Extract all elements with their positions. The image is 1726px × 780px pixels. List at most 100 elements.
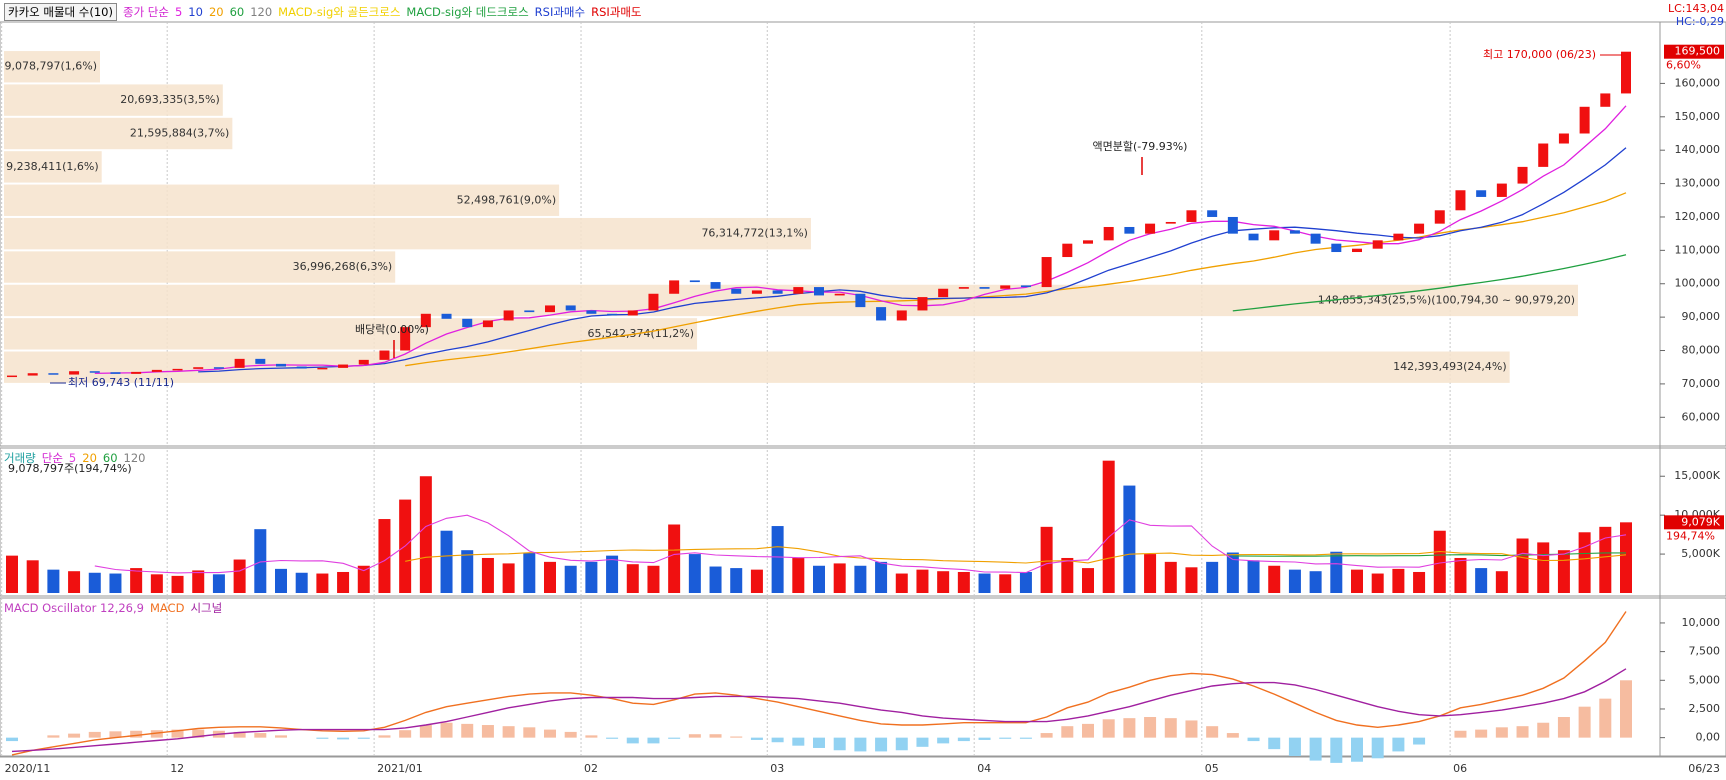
candle (482, 320, 493, 328)
volume-bar (626, 564, 639, 593)
oscillator-bar (440, 722, 453, 738)
oscillator-bar (378, 735, 391, 738)
legend-label: 종가 단순 (122, 5, 169, 19)
volume-bar (1102, 460, 1115, 593)
volume-bar (978, 573, 991, 593)
oscillator-bar (1185, 720, 1198, 738)
change-label: 6,60% (1666, 59, 1701, 72)
y-tick-label: 100,000 (1675, 277, 1721, 290)
oscillator-bar (1268, 737, 1281, 750)
candle (172, 368, 183, 371)
volume-bar (833, 563, 846, 593)
oscillator-bar (399, 730, 412, 738)
candle (1372, 240, 1383, 249)
oscillator-bar (1578, 706, 1591, 738)
y-tick-label: 2,500 (1689, 702, 1721, 715)
candle (151, 369, 162, 372)
volume-ma (94, 514, 1627, 574)
volume-bar (212, 574, 225, 593)
oscillator-bar (1475, 729, 1488, 738)
y-tick-label: 140,000 (1675, 143, 1721, 156)
oscillator-bar (626, 737, 639, 744)
volume-bar (502, 563, 515, 593)
volume-bar (916, 569, 929, 593)
candle (896, 310, 907, 321)
volume-bar (750, 569, 763, 593)
oscillator-bar (502, 726, 515, 738)
candle (751, 290, 762, 294)
oscillator-bar (585, 735, 598, 738)
oscillator-bar (999, 737, 1012, 739)
candle (1186, 210, 1197, 222)
moving-average (405, 192, 1627, 367)
volume-bar (854, 565, 867, 593)
oscillator-bar (357, 737, 370, 739)
lc-label: LC:143,04 (1668, 2, 1724, 15)
x-tick-label: 03 (770, 762, 784, 775)
y-tick-label: 60,000 (1682, 410, 1721, 423)
oscillator-bar (130, 730, 143, 738)
volume-bar (337, 571, 350, 593)
candle (834, 293, 845, 296)
profile-bar (4, 51, 100, 83)
oscillator-bar (68, 733, 81, 738)
profile-bar (4, 351, 1510, 383)
candle (938, 288, 949, 298)
oscillator-bar (1102, 719, 1115, 738)
volume-bar (1185, 567, 1198, 593)
oscillator-bar (1123, 718, 1136, 738)
oscillator-bar (854, 737, 867, 752)
hc-label: HC:-0,29 (1676, 15, 1724, 28)
oscillator-bar (1413, 737, 1426, 745)
candle (296, 366, 307, 369)
oscillator-bar (647, 737, 660, 744)
y-tick-label: 120,000 (1675, 210, 1721, 223)
legend-entry: 20 (208, 5, 224, 19)
volume-bar (1144, 554, 1157, 593)
legend-entry: 5 (174, 5, 183, 19)
candle (524, 310, 535, 313)
profile-label: 142,393,493(24,4%) (1393, 360, 1507, 373)
candle (462, 318, 473, 328)
candle (131, 371, 142, 374)
candle (1165, 221, 1176, 224)
volume-bar (544, 561, 556, 593)
volume-bar (1019, 571, 1032, 593)
oscillator-bar (419, 725, 432, 738)
volume-bar (88, 572, 101, 593)
candle (545, 305, 555, 313)
oscillator-bar (875, 737, 888, 752)
marks: 60,000 70,000 80,000 90,000 100,000 110,000 12… (5, 44, 1724, 775)
title: 카카오 매물대 수(10) (4, 3, 117, 21)
oscillator-bar (47, 735, 60, 738)
candle (1062, 243, 1073, 258)
oscillator-bar (1144, 717, 1157, 738)
volume-bar (813, 565, 825, 593)
macd-legend: MACD Oscillator 12,26,9 MACD 시그널 (4, 600, 222, 616)
oscillator-bar (150, 730, 163, 738)
candle (234, 358, 245, 368)
candle (1600, 93, 1611, 107)
volume-bar (171, 575, 184, 593)
oscillator-bar (337, 737, 350, 740)
volume-bar (68, 571, 81, 593)
y-tick-label: 90,000 (1682, 310, 1721, 323)
oscillator-bar (1516, 726, 1529, 738)
candle (255, 358, 266, 364)
candle (1621, 51, 1631, 94)
profile-label: 9,238,411(1,6%) (6, 160, 99, 173)
candle (1145, 223, 1156, 234)
candle (1434, 210, 1445, 224)
min-annotation: 최저 69,743 (11/11) (68, 376, 174, 389)
volume-bar (523, 552, 536, 593)
volume-bar (1309, 571, 1322, 593)
volume-bar (1371, 573, 1384, 593)
candle (1248, 233, 1259, 241)
oscillator-bar (523, 727, 536, 738)
oscillator-bar (1371, 737, 1384, 759)
candle (420, 313, 431, 328)
candle (1310, 233, 1321, 244)
volume-bar (419, 476, 432, 593)
volume-bar (1433, 530, 1446, 593)
